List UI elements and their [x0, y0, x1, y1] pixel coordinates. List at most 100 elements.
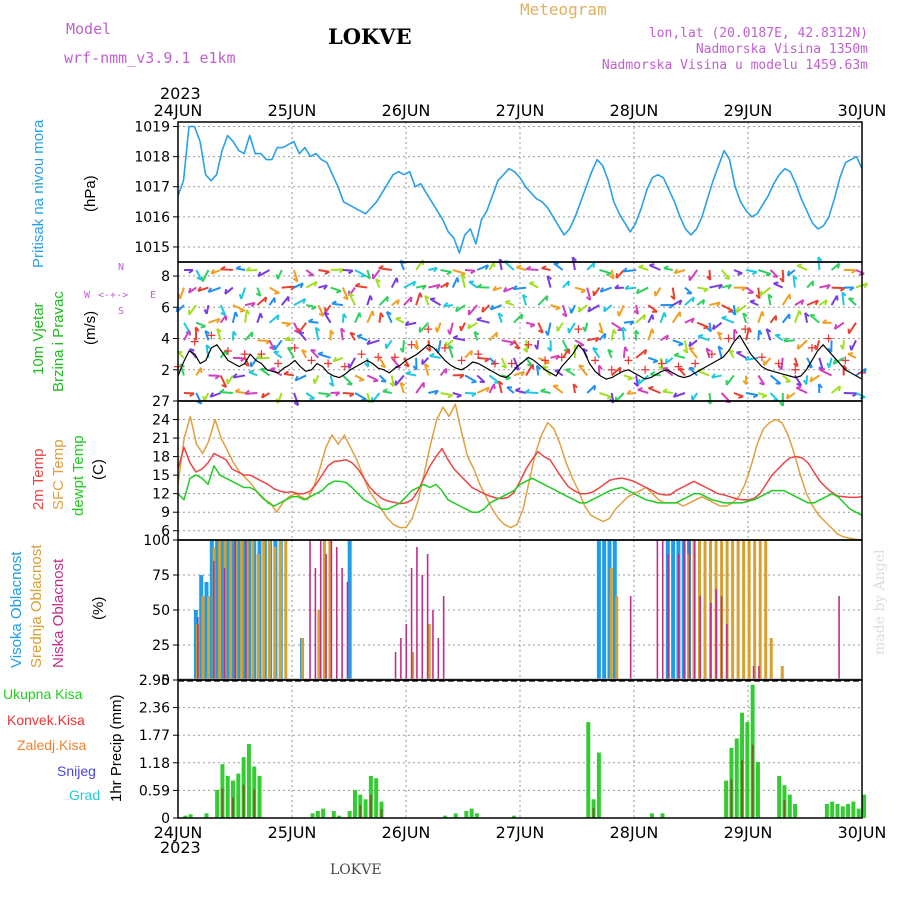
wind-barb-head: [354, 282, 361, 287]
precip-y-tick-label: 0: [161, 811, 170, 827]
wind-barb-head: [796, 263, 803, 267]
cloud-bar-low: [699, 596, 701, 680]
wind-barb-head: [396, 299, 400, 305]
wind-barb-head: [572, 383, 578, 389]
year-bottom: 2023: [160, 838, 201, 857]
wind-barb-head: [513, 366, 520, 371]
wind-barb: [806, 357, 813, 369]
wind-barb-head: [851, 269, 857, 274]
wind-barb: [725, 374, 735, 386]
wind-barb-head: [652, 360, 659, 364]
cloud-bar-high: [209, 540, 214, 680]
wind-barb: [709, 283, 723, 289]
wind-barb: [636, 286, 649, 295]
x-tick-top-29JUN: 29JUN: [724, 101, 773, 120]
cloud-bar-low: [688, 540, 691, 680]
wind-barb: [759, 286, 772, 297]
cloud-bar-mid: [300, 638, 304, 680]
wind-gust-marker: [774, 359, 783, 368]
wind-barb-head: [765, 273, 771, 277]
wind-barb-head: [501, 364, 507, 369]
wind-barb-head: [545, 295, 549, 301]
precip-bar: [257, 775, 262, 818]
wind-barb-head: [492, 262, 496, 268]
wind-barb: [201, 269, 210, 283]
wind-barb: [850, 339, 857, 351]
cloud-bar-mid: [284, 540, 288, 680]
wind-gust-marker: [824, 334, 833, 343]
wind-barb: [342, 392, 354, 395]
wind-barb: [587, 336, 600, 342]
wind-barb-head: [522, 347, 528, 353]
wind-barb-head: [459, 374, 465, 379]
wind-barb-head: [248, 369, 255, 373]
wind-barb: [405, 321, 417, 327]
wind-barb-head: [470, 269, 476, 275]
wind-barb-head: [578, 364, 585, 368]
wind-barb-head: [839, 287, 846, 292]
cloud-bar-mid: [229, 540, 233, 680]
wind-barb-head: [366, 339, 371, 345]
wind-barb-head: [456, 394, 462, 399]
wind-barb-head: [244, 362, 250, 367]
wind-barb: [647, 328, 653, 341]
wind-barb: [672, 339, 684, 345]
x-tick-bottom-28JUN: 28JUN: [610, 823, 659, 842]
wind-gust-marker: [807, 343, 816, 352]
wind-barb: [183, 330, 191, 341]
cloud-bar-mid: [207, 596, 211, 680]
wind-barb-head: [786, 270, 791, 276]
wind-barb-head: [796, 385, 802, 389]
wind-barb-head: [637, 387, 643, 391]
wind-barb: [467, 304, 478, 316]
cloud-bar-low: [629, 596, 632, 680]
wind-barb-head: [531, 364, 535, 370]
precip-legend-freeze: Zaledj.Kisa: [17, 737, 87, 753]
wind-barb: [342, 374, 353, 386]
cloud-bar-high: [231, 540, 236, 680]
cloud-bar-low: [726, 624, 728, 680]
wind-barb: [390, 277, 398, 289]
wind-barb-head: [749, 299, 756, 303]
temperature-y-tick-label: 21: [152, 431, 170, 447]
wind-barb-head: [651, 328, 655, 334]
wind-barb: [635, 375, 639, 387]
wind-barb: [354, 269, 367, 277]
wind-barb-head: [473, 330, 480, 336]
wind-barb: [244, 309, 248, 323]
wind-barb-head: [276, 314, 280, 321]
wind-barb-head: [599, 287, 604, 293]
wind-barb: [793, 310, 801, 324]
wind-gust-marker: [457, 356, 466, 365]
wind-barb-head: [689, 366, 695, 370]
precip-bar: [660, 813, 665, 818]
wind-barb-head: [205, 344, 211, 350]
wind-barb-head: [378, 264, 384, 270]
wind-barb: [390, 375, 395, 387]
cloud-bar-low: [213, 561, 215, 680]
wind-barb: [819, 368, 832, 377]
wind-barb: [600, 286, 612, 293]
precip-bar-conv: [380, 808, 383, 818]
wind-barb-head: [605, 272, 612, 277]
wind-barb: [720, 269, 731, 280]
wind-barb-head: [395, 316, 402, 320]
precip-bar-conv: [359, 805, 362, 818]
wind-y-tick-label: 6: [161, 300, 170, 316]
wind-barb: [735, 351, 747, 359]
wind-barb-head: [705, 347, 712, 353]
wind-barb: [210, 392, 222, 398]
wind-barb: [578, 364, 588, 377]
wind-barb: [197, 286, 209, 292]
wind-barb-head: [778, 365, 783, 371]
wind-barb: [795, 386, 808, 394]
wind-barb-head: [663, 265, 669, 270]
wind-barb-head: [533, 344, 539, 350]
wind-barb: [662, 367, 674, 377]
model-name: wrf-nmm_v3.9.1 e1km: [64, 49, 236, 67]
wind-barb-head: [701, 299, 706, 305]
wind-barb-head: [765, 328, 772, 333]
wind-barb-head: [324, 270, 330, 275]
wind-barb-head: [234, 388, 241, 393]
cloud-bar-low: [437, 638, 440, 680]
